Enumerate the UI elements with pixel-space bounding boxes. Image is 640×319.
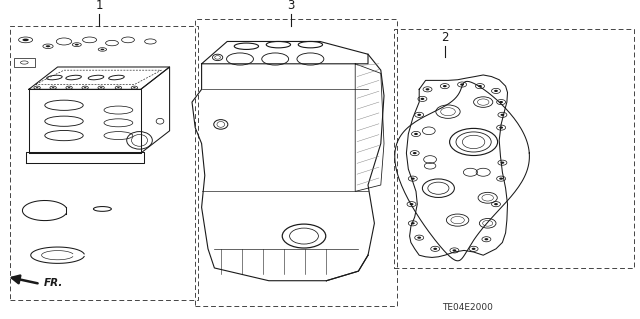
Text: 2: 2 (441, 31, 449, 44)
Ellipse shape (494, 90, 498, 92)
Ellipse shape (472, 248, 476, 250)
Ellipse shape (417, 237, 421, 239)
Ellipse shape (75, 44, 79, 46)
Ellipse shape (133, 87, 136, 88)
Bar (10, 26, 198, 300)
Ellipse shape (499, 177, 503, 180)
Text: 3: 3 (287, 0, 295, 12)
Ellipse shape (417, 114, 421, 116)
Ellipse shape (494, 203, 498, 205)
Bar (14, 58, 35, 67)
Text: 1: 1 (95, 0, 103, 12)
Text: TE04E2000: TE04E2000 (442, 303, 493, 312)
Ellipse shape (420, 98, 424, 100)
Bar (195, 19, 397, 306)
Ellipse shape (499, 101, 503, 103)
Ellipse shape (117, 87, 120, 88)
Ellipse shape (413, 152, 417, 154)
Ellipse shape (460, 84, 464, 86)
Ellipse shape (22, 39, 29, 41)
Ellipse shape (36, 87, 38, 88)
Ellipse shape (499, 126, 503, 129)
Ellipse shape (52, 87, 54, 88)
Ellipse shape (411, 222, 415, 225)
Ellipse shape (426, 88, 429, 91)
Ellipse shape (484, 238, 488, 241)
Ellipse shape (68, 87, 70, 88)
Text: FR.: FR. (44, 278, 63, 288)
Bar (394, 29, 634, 268)
Ellipse shape (410, 203, 413, 205)
Ellipse shape (500, 161, 504, 164)
Ellipse shape (478, 85, 482, 87)
Ellipse shape (100, 87, 102, 88)
Ellipse shape (411, 177, 415, 180)
Ellipse shape (443, 85, 447, 87)
Ellipse shape (414, 133, 418, 135)
Ellipse shape (433, 248, 437, 250)
Ellipse shape (84, 87, 86, 88)
Ellipse shape (500, 114, 504, 116)
Ellipse shape (452, 249, 456, 251)
Ellipse shape (45, 45, 51, 47)
Ellipse shape (100, 49, 104, 50)
